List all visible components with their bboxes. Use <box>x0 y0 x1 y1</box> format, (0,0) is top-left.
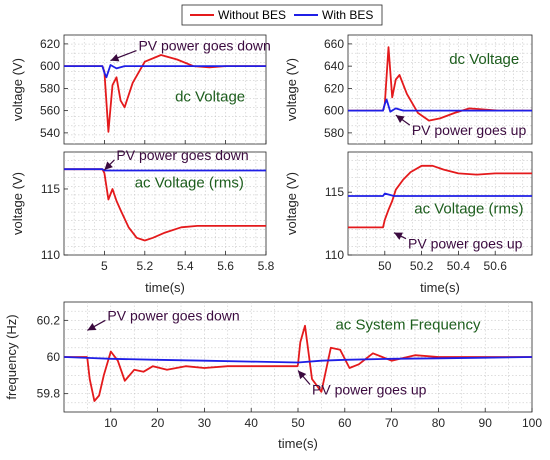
annotation-label: PV power goes up <box>412 122 527 138</box>
y-tick-label: 560 <box>40 104 60 118</box>
x-axis-label: time(s) <box>145 280 185 295</box>
legend: Without BES With BES <box>181 4 383 26</box>
x-tick-label: 70 <box>385 416 399 430</box>
y-tick-label: 110 <box>41 248 60 262</box>
annotation-arrow-head <box>394 232 403 240</box>
panel-title-label: dc Voltage <box>449 51 519 68</box>
x-tick-label: 50.4 <box>447 259 471 273</box>
panel-title-label: ac Voltage (rms) <box>135 175 244 192</box>
panel-ac-voltage-pv-down: 5 5.2 5.4 5.6 5.8 110 115 voltage (V) time(s) PV … <box>10 147 275 295</box>
annotation-arrow-head <box>298 370 307 380</box>
y-tick-label: 580 <box>40 81 60 95</box>
y-tick-label: 60 <box>47 350 61 364</box>
panel-title-label: ac System Frequency <box>335 317 481 334</box>
y-tick-label: 110 <box>325 248 344 262</box>
legend-box <box>181 4 383 26</box>
annotation-arrow-head <box>87 322 97 331</box>
x-tick-label: 90 <box>479 416 493 430</box>
x-tick-label: 50.2 <box>410 259 434 273</box>
x-tick-label: 100 <box>522 416 542 430</box>
y-axis-label: voltage (V) <box>10 172 25 235</box>
x-tick-label: 5.6 <box>217 259 234 273</box>
series-line-with-bes <box>348 192 532 197</box>
annotation-label: PV power goes down <box>138 38 270 54</box>
y-axis-label: voltage (V) <box>10 58 25 121</box>
annotation-label: PV power goes down <box>107 307 239 323</box>
panel-title-label: ac Voltage (rms) <box>414 201 523 218</box>
x-tick-label: 50.6 <box>484 259 508 273</box>
y-tick-label: 580 <box>324 126 344 140</box>
x-tick-label: 80 <box>432 416 446 430</box>
panel-ac-system-frequency: 10 20 30 40 50 60 70 80 90 100 59.8 60 60.2 frequency… <box>4 301 542 451</box>
x-tick-label: 50 <box>378 259 392 273</box>
x-tick-label: 5 <box>101 259 108 273</box>
panel-ac-voltage-pv-up: 50 50.2 50.4 50.6 110 115 voltage (V) time(s) ac… <box>284 151 533 295</box>
y-axis-label: voltage (V) <box>284 58 299 121</box>
x-axis-label: time(s) <box>278 436 318 451</box>
y-tick-label: 115 <box>325 185 344 199</box>
series-line-with-bes <box>64 356 532 364</box>
x-tick-label: 40 <box>245 416 259 430</box>
panel-title-label: dc Voltage <box>175 89 245 106</box>
x-tick-label: 50 <box>291 416 305 430</box>
y-axis-label: voltage (V) <box>284 172 299 235</box>
legend-label-with-bes: With BES <box>322 8 373 22</box>
annotation-arrow-head <box>110 53 120 62</box>
x-tick-label: 5.8 <box>258 259 275 273</box>
annotation-label: PV power goes up <box>408 236 523 252</box>
series-line-with-bes <box>348 98 532 113</box>
series-line-with-bes <box>64 168 266 172</box>
x-tick-label: 30 <box>198 416 212 430</box>
y-tick-label: 620 <box>40 37 60 51</box>
y-tick-label: 660 <box>324 37 344 51</box>
y-tick-label: 600 <box>324 104 344 118</box>
y-tick-label: 600 <box>40 59 60 73</box>
y-axis-label: frequency (Hz) <box>4 314 19 399</box>
annotation-arrow-head <box>395 115 405 123</box>
annotation-arrow-head <box>104 161 113 170</box>
y-tick-label: 540 <box>40 126 60 140</box>
x-tick-label: 20 <box>151 416 165 430</box>
y-tick-label: 620 <box>324 81 344 95</box>
panel-dc-voltage-pv-down: 540 560 580 600 620 voltage (V) PV power goes … <box>10 34 271 145</box>
y-tick-label: 60.2 <box>37 313 61 327</box>
y-tick-label: 115 <box>41 182 60 196</box>
x-tick-label: 5.2 <box>136 259 153 273</box>
series-line-without-bes <box>64 324 532 402</box>
series-line-without-bes <box>64 168 266 242</box>
x-tick-label: 60 <box>338 416 352 430</box>
panel-dc-voltage-pv-up: 580 600 620 640 660 voltage (V) dc Voltage PV p… <box>284 34 533 145</box>
legend-label-without-bes: Without BES <box>218 8 286 22</box>
series-line-without-bes <box>348 164 532 229</box>
x-tick-label: 5.4 <box>177 259 194 273</box>
x-tick-label: 10 <box>104 416 118 430</box>
annotation-label: PV power goes up <box>312 382 427 398</box>
series-line-with-bes <box>64 64 266 79</box>
y-tick-label: 640 <box>324 59 344 73</box>
x-axis-label: time(s) <box>420 280 460 295</box>
annotation-label: PV power goes down <box>116 147 248 163</box>
y-tick-label: 59.8 <box>37 387 61 401</box>
